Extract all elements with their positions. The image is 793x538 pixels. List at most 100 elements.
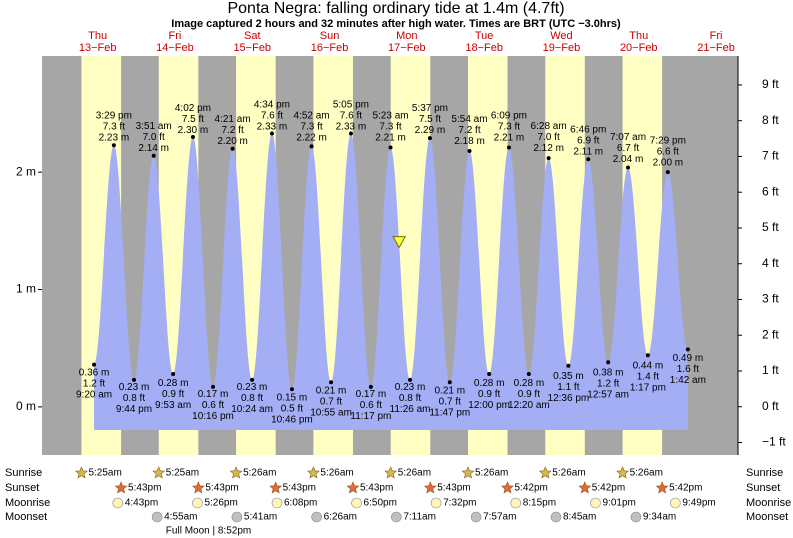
sunset-time: 5:43pm	[360, 483, 393, 494]
tide-height: 0.28 m	[158, 378, 189, 389]
moonset-time: 5:41am	[244, 512, 277, 523]
tide-height: 2.12 m	[533, 143, 564, 154]
y-tick-label: 2 m	[16, 164, 36, 178]
row-label: Moonrise	[5, 497, 50, 509]
tide-point	[546, 156, 551, 161]
tide-height: 1.4 ft	[637, 371, 659, 382]
tide-height: 2.18 m	[454, 136, 485, 147]
tide-height: 2.04 m	[613, 154, 644, 165]
moonset-icon	[550, 511, 562, 523]
moonrise-time: 6:08pm	[284, 498, 317, 509]
day-weekday: Sat	[244, 30, 261, 42]
y2-tick-label: −1 ft	[762, 435, 786, 449]
row-label: Moonrise	[746, 497, 791, 509]
tide-time: 10:46 pm	[271, 414, 313, 425]
sunrise-time: 5:25am	[166, 468, 199, 479]
tide-time: 4:34 pm	[254, 100, 290, 111]
sunrise-time: 5:26am	[398, 468, 431, 479]
tide-point	[447, 380, 452, 385]
tide-time: 10:55 am	[310, 407, 352, 418]
moonrise-icon	[510, 497, 522, 509]
tide-height: 0.15 m	[277, 392, 308, 403]
tide-point	[526, 372, 531, 377]
y2-tick-label: 6 ft	[762, 184, 779, 198]
y-tick-label: 1 m	[16, 282, 36, 296]
tide-point	[151, 153, 156, 158]
tide-height: 2.22 m	[296, 132, 327, 143]
day-weekday: Wed	[550, 30, 572, 42]
row-label: Sunrise	[746, 467, 783, 479]
moonrise-time: 4:43pm	[125, 498, 158, 509]
row-label: Sunrise	[5, 467, 42, 479]
moonrise-icon	[590, 497, 601, 509]
tide-point	[131, 377, 136, 382]
tide-point	[348, 131, 353, 136]
tide-height: 0.9 ft	[478, 389, 500, 400]
sunset-icon	[501, 481, 514, 494]
sunrise-time: 5:26am	[475, 468, 508, 479]
tide-height: 0.7 ft	[320, 396, 342, 407]
tide-height: 0.9 ft	[518, 389, 540, 400]
day-date: 16−Feb	[311, 42, 349, 54]
tide-time: 12:20 am	[508, 400, 550, 411]
moonset-icon	[391, 511, 402, 523]
tide-height: 0.6 ft	[360, 400, 382, 411]
sunrise-icon	[152, 466, 166, 479]
sunset-icon	[114, 481, 128, 494]
sunrise-time: 5:26am	[552, 468, 585, 479]
tide-height: 0.9 ft	[162, 389, 184, 400]
tide-point	[467, 149, 472, 154]
day-date: 19−Feb	[543, 42, 581, 54]
tide-height: 0.8 ft	[241, 393, 263, 404]
moonset-time: 7:57am	[483, 512, 516, 523]
tide-height: 0.5 ft	[281, 403, 303, 414]
row-label: Sunset	[746, 482, 780, 494]
sunrise-icon	[74, 466, 88, 479]
tide-height: 0.17 m	[356, 389, 387, 400]
tide-height: 7.3 ft	[103, 121, 125, 132]
tide-height: 1.1 ft	[557, 382, 579, 393]
tide-height: 1.6 ft	[677, 364, 699, 375]
sunrise-icon	[229, 466, 243, 479]
tide-time: 7:29 pm	[650, 135, 686, 146]
tide-point	[309, 144, 314, 149]
tide-height: 2.21 m	[375, 132, 406, 143]
day-date: 15−Feb	[233, 42, 271, 54]
tide-height: 0.28 m	[474, 378, 505, 389]
tide-point	[190, 134, 195, 139]
tide-height: 7.3 ft	[300, 121, 322, 132]
tide-height: 2.11 m	[573, 147, 603, 158]
moonrise-icon	[351, 497, 362, 509]
day-date: 17−Feb	[388, 42, 426, 54]
tide-time: 4:02 pm	[175, 103, 211, 114]
moonset-time: 6:26am	[324, 512, 357, 523]
tide-height: 0.28 m	[514, 378, 545, 389]
tide-point	[171, 372, 176, 377]
moonrise-time: 7:32pm	[443, 498, 476, 509]
tide-height: 7.6 ft	[340, 111, 362, 122]
tide-height: 7.2 ft	[458, 125, 480, 136]
tide-height: 7.0 ft	[538, 132, 560, 143]
tide-point	[626, 165, 631, 170]
tide-point	[427, 136, 432, 141]
y2-tick-label: 2 ft	[762, 327, 779, 341]
y2-tick-label: 5 ft	[762, 220, 779, 234]
sunrise-icon	[616, 466, 630, 479]
tide-height: 0.8 ft	[123, 393, 145, 404]
tide-height: 6.7 ft	[617, 143, 639, 154]
tide-height: 7.2 ft	[221, 125, 243, 136]
tide-height: 2.21 m	[494, 132, 525, 143]
tide-height: 7.5 ft	[182, 114, 204, 125]
tide-point	[289, 387, 294, 392]
sunset-time: 5:43pm	[205, 483, 238, 494]
tide-height: 2.33 m	[257, 122, 288, 133]
day-weekday: Tue	[475, 30, 494, 42]
tide-time: 1:17 pm	[630, 382, 666, 393]
tide-height: 0.23 m	[119, 382, 150, 393]
tide-point	[111, 143, 116, 148]
moonrise-icon	[112, 497, 124, 509]
tide-point	[586, 157, 591, 162]
tide-time: 11:26 am	[390, 404, 431, 415]
tide-point	[606, 360, 611, 365]
sunset-icon	[269, 481, 283, 494]
